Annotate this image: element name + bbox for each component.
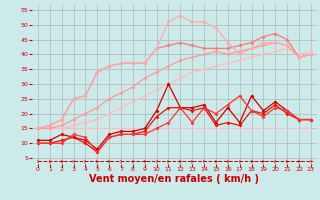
X-axis label: Vent moyen/en rafales ( km/h ): Vent moyen/en rafales ( km/h ) <box>89 174 260 184</box>
